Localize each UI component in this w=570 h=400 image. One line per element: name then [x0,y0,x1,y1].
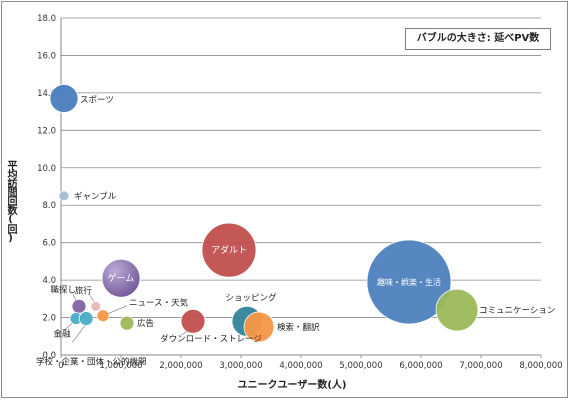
x-tick-label: 6,000,000 [399,361,442,371]
x-tick-label: 3,000,000 [219,361,262,371]
bubble-label: アダルト [211,244,247,256]
bubble-label: ショッピング [225,292,277,303]
y-tick-label: 18.0 [37,14,56,24]
bubble-label: コミュニケーション [479,306,555,316]
leader-line [89,295,95,302]
bubble [119,315,135,331]
bubble [180,308,206,334]
y-axis-label: 平均訪問回数(回) [5,160,16,243]
y-tick-label: 6.0 [42,239,56,249]
bubble-label: 趣味・娯楽・生活 [377,277,441,287]
bubble [243,311,275,343]
bubble-label: スポーツ [80,96,114,106]
leader-line [180,331,188,336]
x-tick-label: 1,000,000 [99,361,142,371]
bubble-label: 学校・企業・団体・公的機関 [36,356,147,367]
y-tick-label: 14.0 [37,89,56,99]
bubble [78,311,94,326]
y-tick-label: 10.0 [37,164,56,174]
bubble-size-note: バブルの大きさ: 延べPV数 [405,28,551,50]
bubble [435,288,479,332]
bubble [49,84,79,113]
bubble [58,190,70,202]
x-tick-label: 4,000,000 [279,361,322,371]
bubble [96,309,110,323]
bubble-label: 職探し [50,284,76,295]
y-tick-label: 12.0 [37,126,56,136]
bubble [201,222,257,278]
x-tick-label: 7,000,000 [459,361,502,371]
leader-line [63,323,73,331]
x-tick-label: 2,000,000 [159,361,202,371]
bubble-label: 旅行 [75,285,93,296]
bubble-label: ギャンブル [74,191,117,202]
y-tick-label: 0.0 [42,351,56,361]
x-tick-label: 0 [58,361,63,371]
leader-line [71,325,86,343]
y-tick-label: 8.0 [42,201,56,211]
y-tick-label: 4.0 [42,276,56,286]
leader-line [107,305,128,314]
bubble-label: ニュース・天気 [129,298,189,309]
bubble-label: 広告 [137,318,154,329]
bubble-label: ダウンロード・ストレージ [160,333,262,344]
bubble-label: ゲーム [108,272,135,284]
bubble [101,258,141,298]
x-axis-label: ユニークユーザー数(人) [237,380,347,391]
x-tick-label: 5,000,000 [339,361,382,371]
bubble [71,298,87,314]
bubble [366,239,452,325]
y-tick-label: 16.0 [37,51,56,61]
bubble-label: 金融 [53,328,71,339]
bubble-label: 検索・翻訳 [277,322,320,333]
x-tick-label: 8,000,000 [519,361,562,371]
leader-line [72,294,77,301]
y-tick-label: 2.0 [42,314,56,324]
bubble [90,300,102,312]
